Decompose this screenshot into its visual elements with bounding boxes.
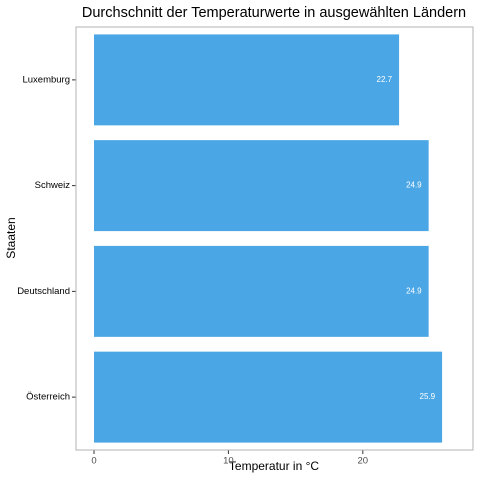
value-label: 22.7 xyxy=(377,75,393,84)
chart-title: Durchschnitt der Temperaturwerte in ausg… xyxy=(82,5,466,21)
y-tick-label: Österreich xyxy=(26,392,70,403)
x-axis-label: Temperatur in °C xyxy=(229,459,319,473)
bar xyxy=(94,351,443,443)
bar xyxy=(94,245,429,337)
y-tick-label: Luxemburg xyxy=(22,74,70,85)
bar xyxy=(94,140,429,232)
bar xyxy=(94,34,400,126)
panel-border xyxy=(75,26,474,451)
value-label: 25.9 xyxy=(420,392,436,401)
x-tick-label: 10 xyxy=(223,456,234,467)
x-tick-label: 0 xyxy=(91,456,96,467)
y-axis-label: Staaten xyxy=(4,217,18,258)
value-label: 24.9 xyxy=(406,286,422,295)
x-tick-label: 20 xyxy=(358,456,369,467)
y-tick-label: Deutschland xyxy=(17,286,70,297)
value-label: 24.9 xyxy=(406,181,422,190)
y-tick-label: Schweiz xyxy=(35,180,71,191)
